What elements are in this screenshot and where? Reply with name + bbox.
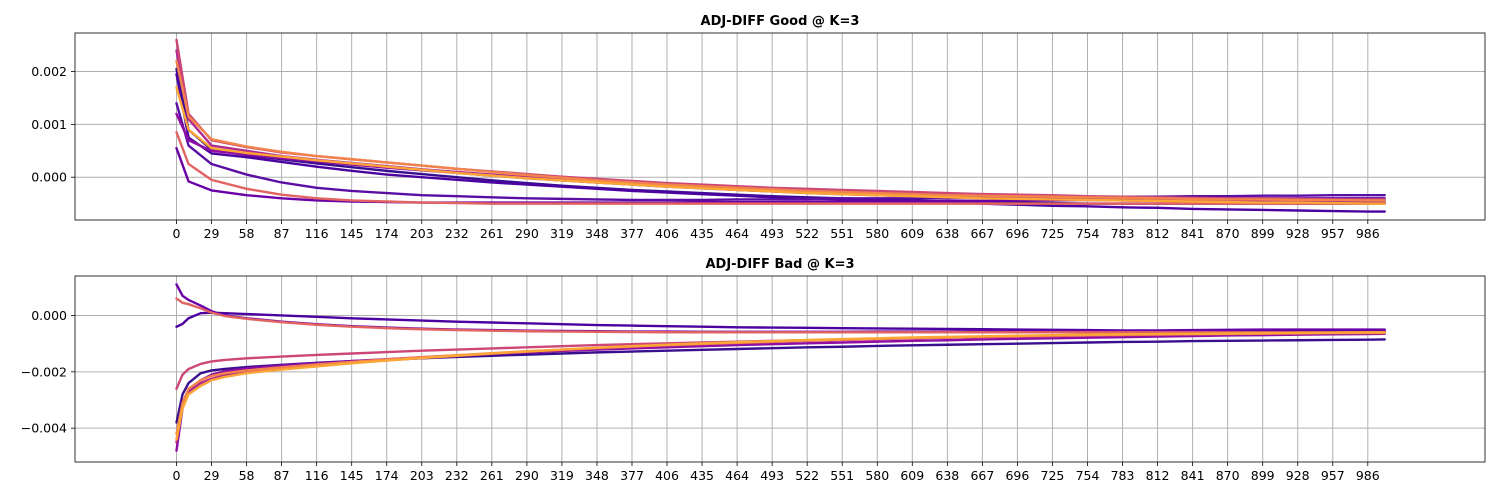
series-line-9	[175, 59, 1386, 202]
x-tick-label: 609	[900, 226, 924, 241]
y-tick-label: 0.000	[31, 308, 67, 323]
x-tick-label: 841	[1181, 226, 1205, 241]
x-tick-label: 870	[1216, 468, 1240, 483]
x-tick-label: 638	[935, 226, 959, 241]
x-tick-label: 29	[204, 226, 220, 241]
x-tick-label: 290	[515, 468, 539, 483]
x-tick-label: 116	[305, 468, 329, 483]
x-tick-label: 957	[1321, 226, 1345, 241]
x-tick-label: 232	[445, 226, 469, 241]
x-tick-label: 841	[1181, 468, 1205, 483]
x-tick-label: 319	[550, 468, 574, 483]
subplot-bad: 0 29 58 87 116 145 174 203 232 261 290 319 348 377 406…	[21, 257, 1486, 483]
x-tick-label: 754	[1076, 468, 1100, 483]
x-tick-label: 899	[1251, 226, 1275, 241]
series-line-2	[175, 72, 1386, 213]
series-line-9	[175, 331, 1386, 441]
x-tick-label: 551	[830, 468, 854, 483]
series-line-7	[175, 297, 1386, 334]
x-tick-label: 145	[340, 226, 364, 241]
x-tick-label: 986	[1356, 226, 1380, 241]
x-tick-label: 812	[1146, 468, 1170, 483]
x-tick-label: 551	[830, 226, 854, 241]
x-tick-label: 493	[760, 468, 784, 483]
x-tick-label: 754	[1076, 226, 1100, 241]
x-tick-label: 319	[550, 226, 574, 241]
x-tick-label: 783	[1111, 226, 1135, 241]
x-tick-label: 29	[204, 468, 220, 483]
x-tick-label: 377	[620, 468, 644, 483]
x-tick-label: 522	[795, 468, 819, 483]
series-group	[175, 38, 1386, 213]
x-tick-label: 87	[274, 226, 290, 241]
x-tick-label: 957	[1321, 468, 1345, 483]
x-tick-label: 812	[1146, 226, 1170, 241]
chart-title-bad: ADJ-DIFF Bad @ K=3	[705, 257, 854, 272]
x-tick-label: 986	[1356, 468, 1380, 483]
x-tick-label: 348	[585, 468, 609, 483]
x-tick-label: 609	[900, 468, 924, 483]
x-tick-label: 725	[1041, 226, 1065, 241]
chart-title-good: ADJ-DIFF Good @ K=3	[701, 14, 860, 29]
series-line-3	[175, 102, 1386, 202]
x-tick-label: 261	[480, 226, 504, 241]
x-tick-label: 377	[620, 226, 644, 241]
y-tick-label: −0.004	[21, 421, 67, 436]
x-tick-label: 0	[173, 468, 181, 483]
axes-frame	[74, 32, 1486, 221]
x-tick-label: 261	[480, 468, 504, 483]
x-tick-label: 696	[1005, 468, 1029, 483]
x-tick-label: 464	[725, 226, 749, 241]
x-tick-label: 464	[725, 468, 749, 483]
x-tick-label: 638	[935, 468, 959, 483]
axes-frame	[74, 275, 1486, 463]
x-tick-label: 348	[585, 226, 609, 241]
y-tick-label: 0.002	[31, 64, 67, 79]
x-tick-label: 0	[173, 226, 181, 241]
x-tick-label: 435	[690, 226, 714, 241]
x-tick-label: 203	[410, 468, 434, 483]
x-tick-label: 116	[305, 226, 329, 241]
y-tick-label: −0.002	[21, 364, 67, 379]
x-tick-label: 696	[1005, 226, 1029, 241]
x-tick-label: 522	[795, 226, 819, 241]
x-tick-label: 783	[1111, 468, 1135, 483]
x-tick-label: 145	[340, 468, 364, 483]
x-tick-label: 232	[445, 468, 469, 483]
x-tick-label: 203	[410, 226, 434, 241]
x-tick-label: 87	[274, 468, 290, 483]
x-tick-label: 290	[515, 226, 539, 241]
x-tick-label: 174	[375, 226, 399, 241]
x-tick-label: 928	[1286, 226, 1310, 241]
series-line-10	[175, 86, 1386, 205]
x-tick-label: 580	[865, 468, 889, 483]
x-tick-label: 493	[760, 226, 784, 241]
y-tick-label: 0.000	[31, 170, 67, 185]
x-tick-label: 899	[1251, 468, 1275, 483]
x-tick-label: 870	[1216, 226, 1240, 241]
x-tick-label: 725	[1041, 468, 1065, 483]
x-tick-label: 406	[655, 226, 679, 241]
series-line-4	[175, 332, 1386, 452]
x-tick-label: 406	[655, 468, 679, 483]
subplot-good: 0 29 58 87 116 145 174 203 232 261 290 319 348 377 406…	[31, 14, 1486, 241]
x-tick-label: 580	[865, 226, 889, 241]
series-line-8	[175, 131, 1386, 205]
x-tick-label: 58	[239, 468, 255, 483]
x-tick-label: 667	[970, 226, 994, 241]
x-tick-label: 435	[690, 468, 714, 483]
x-tick-label: 58	[239, 226, 255, 241]
x-tick-label: 174	[375, 468, 399, 483]
y-tick-label: 0.001	[31, 117, 67, 132]
x-tick-label: 667	[970, 468, 994, 483]
series-group	[175, 283, 1386, 452]
x-tick-label: 928	[1286, 468, 1310, 483]
